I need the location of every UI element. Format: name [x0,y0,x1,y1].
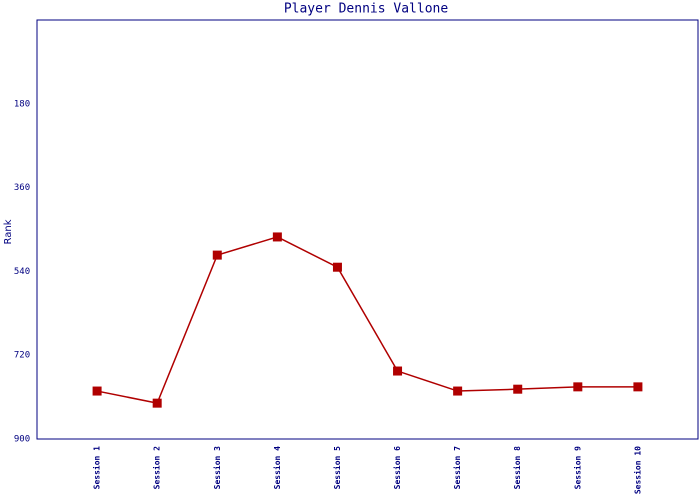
point-marker [152,398,162,408]
point-marker [513,384,523,394]
x-tick-label: Session 10 [632,446,642,494]
chart-title: Player Dennis Vallone [284,2,449,17]
y-tick-label: 720 [14,351,30,361]
x-tick-label: Session 9 [572,446,582,490]
y-tick-label: 180 [14,99,30,109]
x-tick-label: Session 3 [212,446,222,490]
series-line [96,236,638,405]
point-marker [92,386,102,396]
y-tick-label: 900 [14,435,30,445]
x-tick-label: Session 4 [272,446,282,490]
point-marker [393,366,403,376]
x-tick-label: Session 2 [152,446,162,490]
point-marker [453,386,463,396]
x-tick-label: Session 6 [392,446,402,490]
y-axis-label: Rank [3,219,14,244]
point-marker [633,382,643,392]
point-marker [332,262,342,272]
y-tick-label: 360 [14,183,30,193]
x-tick-label: Session 7 [452,446,462,490]
y-tick-label: 540 [14,267,30,277]
plot-frame [36,19,699,440]
point-marker [272,232,282,242]
point-marker [573,382,583,392]
x-tick-label: Session 8 [512,446,522,490]
x-tick-label: Session 1 [92,446,102,490]
point-marker [212,250,222,260]
x-tick-label: Session 5 [332,446,342,490]
